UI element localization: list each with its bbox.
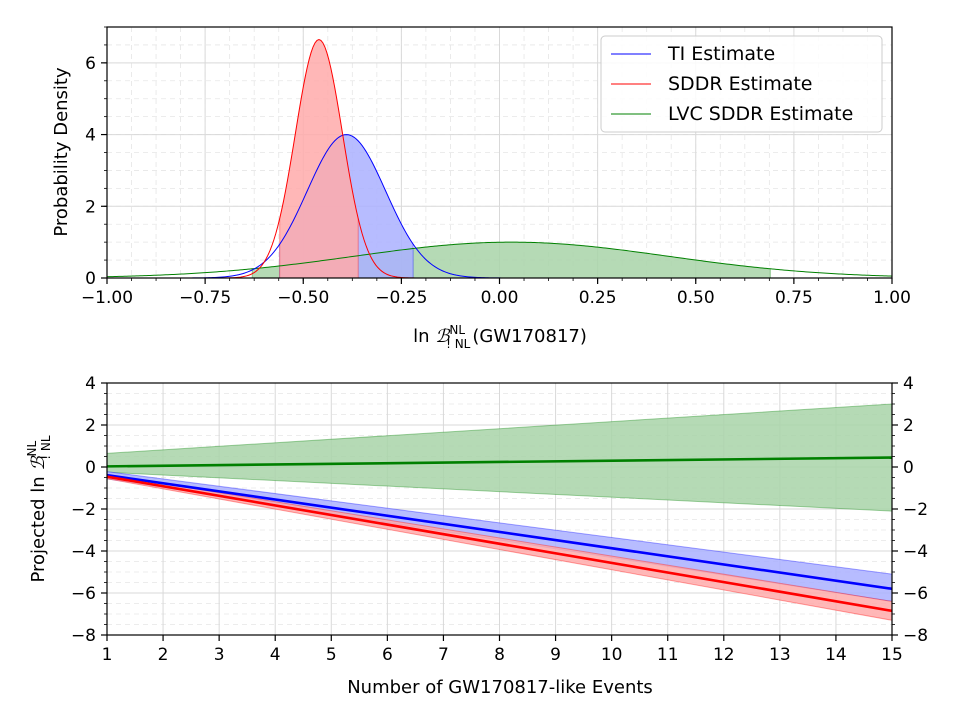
y-tick-label: 6	[85, 54, 96, 74]
projection-lines	[106, 456, 893, 613]
x-tick-label: −0.75	[179, 288, 231, 308]
y-tick-label-left: −6	[71, 584, 96, 604]
density-fills	[251, 39, 771, 278]
y-tick-label: 4	[85, 126, 96, 146]
x-tick-label: 0.75	[775, 288, 813, 308]
lvc-sddr-estimate-curve	[106, 241, 893, 278]
x-tick-label: 1.00	[873, 288, 911, 308]
y-tick-label-left: 0	[85, 458, 96, 478]
projection-y-axis-label: Projected ln ℬNL! NL	[25, 435, 53, 582]
y-tick-label-right: 0	[903, 458, 914, 478]
projection-ticks: 1 2 3 4 5 6 7 8 9 10 11 12 13 14 15−8 −8−6 −6−4 −4−2 −20 02…	[71, 374, 928, 665]
lvc-sddr-projection-line	[106, 456, 893, 468]
y-tick-label: 2	[85, 197, 96, 217]
density-ticks: −1.00 −0.75 −0.50 −0.25 0.00 0.25 0.50 0.75 1.00…	[81, 26, 911, 308]
legend-entry-ti: TI Estimate	[667, 43, 775, 65]
projection-plot: 1 2 3 4 5 6 7 8 9 10 11 12 13 14 15−8 −8−6 −6−4 −4−2 −20 02…	[25, 374, 928, 698]
x-tick-label: −1.00	[81, 288, 133, 308]
y-tick-label-left: 4	[85, 374, 96, 394]
density-x-axis-label: ln ℬNL! NL (GW170817)	[413, 323, 587, 351]
density-plot: −1.00 −0.75 −0.50 −0.25 0.00 0.25 0.50 0.75 1.00…	[51, 26, 911, 351]
y-tick-label-left: −2	[71, 500, 96, 520]
y-tick-label-left: 2	[85, 416, 96, 436]
x-tick-label: 2	[158, 645, 169, 665]
legend-entry-sddr: SDDR Estimate	[668, 73, 813, 95]
x-tick-label: 3	[214, 645, 225, 665]
legend-entry-lvc: LVC SDDR Estimate	[668, 103, 853, 125]
projection-x-axis-label: Number of GW170817-like Events	[347, 677, 653, 698]
y-tick-label-right: 4	[903, 374, 914, 394]
x-tick-label: 0.00	[481, 288, 519, 308]
x-tick-label: 0.25	[579, 288, 617, 308]
y-tick-label-left: −8	[71, 626, 96, 646]
y-tick-label-left: −4	[71, 542, 96, 562]
x-tick-label: 5	[326, 645, 337, 665]
x-tick-label: 4	[270, 645, 281, 665]
x-tick-label: 6	[382, 645, 393, 665]
y-tick-label: 0	[85, 269, 96, 289]
y-tick-label-right: −2	[903, 500, 928, 520]
x-tick-label: −0.50	[277, 288, 329, 308]
x-tick-label: 11	[657, 645, 679, 665]
legend: TI Estimate SDDR Estimate LVC SDDR Estim…	[600, 35, 883, 133]
y-tick-label-right: −8	[903, 626, 928, 646]
x-tick-label: 7	[438, 645, 449, 665]
x-tick-label: 1	[102, 645, 113, 665]
x-tick-label: 8	[494, 645, 505, 665]
legend-box	[600, 35, 883, 133]
sddr-estimate-shaded-area	[279, 39, 359, 278]
x-tick-label: 10	[601, 645, 623, 665]
x-tick-label: 0.50	[677, 288, 715, 308]
x-tick-label: −0.25	[375, 288, 427, 308]
x-tick-label: 12	[713, 645, 735, 665]
x-tick-label: 14	[825, 645, 847, 665]
y-tick-label-right: 2	[903, 416, 914, 436]
x-tick-label: 9	[550, 645, 561, 665]
x-tick-label: 15	[881, 645, 903, 665]
y-tick-label-right: −6	[903, 584, 928, 604]
x-tick-label: 13	[769, 645, 791, 665]
sddr-projection-line	[106, 475, 893, 613]
density-y-axis-label: Probability Density	[51, 67, 72, 237]
y-tick-label-right: −4	[903, 542, 928, 562]
ti-projection-line	[106, 473, 893, 591]
